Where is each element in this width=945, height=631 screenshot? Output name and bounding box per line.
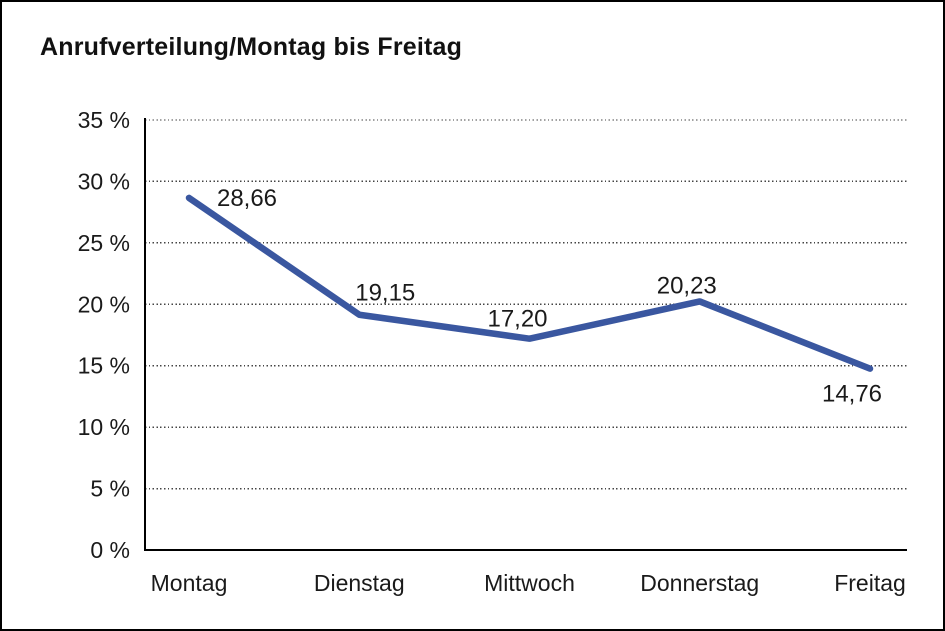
data-point-label: 28,66 bbox=[217, 185, 277, 212]
x-axis-category-label: Mittwoch bbox=[484, 570, 575, 596]
y-axis-tick-label: 20 % bbox=[78, 291, 130, 317]
data-series-line bbox=[185, 194, 874, 372]
data-point-label: 19,15 bbox=[355, 280, 415, 307]
y-axis-tick-label: 10 % bbox=[78, 414, 130, 440]
y-axis-tick-label: 30 % bbox=[78, 168, 130, 194]
x-axis-category-label: Freitag bbox=[834, 570, 906, 596]
x-axis-category-label: Dienstag bbox=[314, 570, 405, 596]
chart-title: Anrufverteilung/Montag bis Freitag bbox=[40, 33, 463, 61]
y-axis-tick-label: 25 % bbox=[78, 230, 130, 256]
y-axis-tick-label: 5 % bbox=[90, 476, 130, 502]
x-axis-category-label: Donnerstag bbox=[640, 570, 759, 596]
y-axis-tick-label: 35 % bbox=[78, 107, 130, 133]
data-point-label: 17,20 bbox=[487, 306, 547, 333]
y-axis-tick-label: 15 % bbox=[78, 353, 130, 379]
data-point-label: 14,76 bbox=[822, 381, 882, 408]
data-point-label: 20,23 bbox=[657, 272, 717, 299]
y-axis-tick-label: 0 % bbox=[90, 537, 130, 563]
x-axis-category-label: Montag bbox=[151, 570, 228, 596]
